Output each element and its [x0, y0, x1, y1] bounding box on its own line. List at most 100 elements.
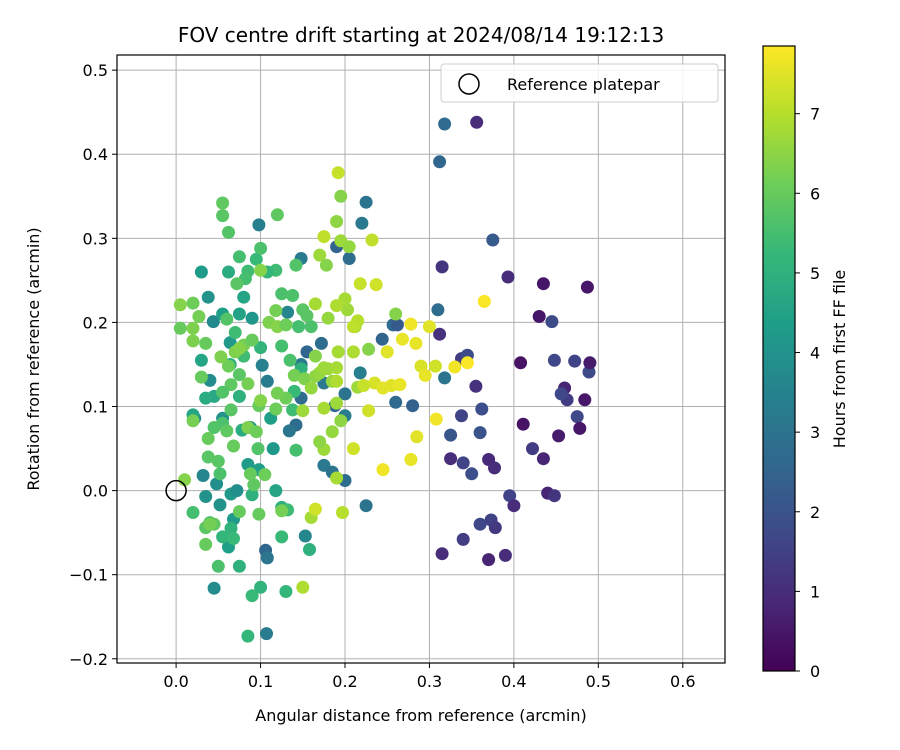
colorbar-tick-label: 5	[810, 264, 820, 283]
data-point	[431, 303, 445, 317]
data-point	[536, 452, 550, 466]
data-point	[376, 463, 390, 477]
y-tick-label: −0.2	[69, 650, 108, 669]
data-point	[475, 402, 489, 416]
data-point	[304, 381, 318, 395]
data-point	[334, 414, 348, 428]
data-point	[410, 430, 424, 444]
data-point	[395, 332, 409, 346]
data-point	[342, 252, 356, 265]
data-point	[252, 507, 266, 521]
data-point	[247, 478, 261, 492]
data-point	[501, 270, 515, 284]
data-point	[369, 278, 383, 292]
data-point	[334, 189, 348, 203]
data-point	[201, 432, 215, 445]
data-point	[232, 505, 246, 519]
data-point	[201, 290, 215, 304]
data-point	[260, 374, 274, 388]
data-point	[199, 537, 213, 551]
data-point	[448, 360, 462, 374]
data-point	[206, 315, 220, 329]
data-point	[232, 250, 246, 264]
data-point	[186, 334, 200, 348]
data-point	[258, 468, 272, 482]
data-point	[330, 299, 344, 313]
data-point	[355, 216, 369, 230]
data-point	[300, 309, 314, 323]
data-point	[433, 327, 447, 341]
data-point	[547, 489, 561, 503]
data-point	[406, 399, 420, 413]
data-point	[488, 521, 502, 535]
data-point	[216, 385, 230, 399]
chart-title: FOV centre drift starting at 2024/08/14 …	[178, 23, 664, 47]
x-tick-label: 0.1	[248, 672, 273, 691]
colorbar-gradient	[763, 46, 795, 671]
data-point	[286, 403, 300, 417]
data-point	[313, 435, 327, 449]
data-point	[245, 311, 259, 325]
data-point	[389, 395, 403, 409]
data-point	[336, 506, 349, 519]
data-point	[269, 484, 283, 498]
data-point	[308, 297, 322, 311]
data-point	[346, 320, 360, 334]
data-point	[275, 504, 289, 518]
data-point	[254, 580, 268, 594]
data-point	[375, 332, 389, 346]
data-point	[409, 336, 423, 350]
data-point	[514, 356, 528, 370]
data-point	[438, 117, 452, 131]
data-point	[359, 195, 373, 209]
data-point	[222, 359, 235, 373]
data-point	[232, 342, 246, 355]
data-point	[547, 353, 561, 367]
data-point	[477, 294, 491, 308]
data-point	[232, 307, 246, 321]
y-tick-label: 0.1	[83, 398, 108, 417]
data-point	[338, 387, 352, 401]
data-point	[286, 289, 300, 302]
data-point	[429, 412, 443, 426]
data-point	[498, 548, 512, 562]
data-point	[380, 345, 394, 359]
data-point	[192, 310, 206, 323]
data-point	[282, 424, 296, 438]
y-tick-label: 0.5	[83, 61, 108, 80]
data-point	[455, 409, 468, 423]
data-point	[289, 443, 303, 457]
data-point	[552, 429, 566, 443]
legend: Reference platepar	[440, 63, 719, 103]
data-point	[211, 454, 225, 468]
data-point	[346, 442, 360, 456]
data-point	[580, 280, 594, 294]
data-point	[473, 517, 487, 531]
data-point	[269, 402, 283, 416]
data-point	[196, 469, 210, 482]
data-point	[260, 627, 273, 641]
data-point	[289, 258, 303, 272]
data-point	[362, 342, 376, 356]
data-point	[216, 196, 230, 210]
data-point	[213, 467, 227, 481]
data-point	[330, 215, 344, 228]
data-point	[296, 404, 310, 418]
data-point	[224, 403, 238, 417]
plot-frame	[116, 54, 726, 664]
data-point	[482, 553, 496, 567]
data-point	[465, 467, 479, 481]
data-point	[460, 356, 474, 370]
data-point	[470, 115, 484, 129]
legend-box	[440, 63, 719, 103]
data-point	[346, 345, 360, 359]
colorbar-tick-label: 3	[810, 423, 820, 442]
colorbar-tick-label: 7	[810, 105, 820, 124]
data-point	[362, 404, 376, 418]
data-point	[435, 547, 449, 561]
data-point	[199, 336, 213, 350]
data-point	[317, 401, 331, 415]
colorbar-tick-label: 2	[810, 503, 820, 522]
data-point	[232, 368, 246, 382]
data-point	[393, 378, 407, 392]
